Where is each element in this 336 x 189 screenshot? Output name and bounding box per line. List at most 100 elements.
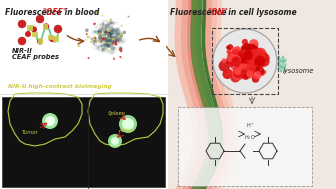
Circle shape [109, 26, 113, 29]
Circle shape [249, 53, 253, 57]
Circle shape [255, 66, 264, 75]
Circle shape [241, 69, 247, 75]
Text: H$_2$O: H$_2$O [244, 133, 256, 142]
Circle shape [105, 25, 107, 27]
Circle shape [120, 36, 122, 37]
Circle shape [87, 36, 90, 39]
Circle shape [95, 10, 99, 13]
Circle shape [107, 45, 109, 48]
Circle shape [90, 38, 93, 40]
Circle shape [111, 45, 115, 50]
FancyBboxPatch shape [43, 24, 48, 30]
Circle shape [102, 22, 104, 25]
Circle shape [95, 39, 97, 42]
Circle shape [123, 31, 126, 34]
Circle shape [249, 51, 257, 60]
Circle shape [241, 43, 253, 54]
Circle shape [114, 27, 119, 32]
Circle shape [78, 45, 80, 47]
Circle shape [112, 46, 115, 49]
Circle shape [104, 24, 106, 25]
Circle shape [114, 34, 118, 38]
Circle shape [232, 53, 243, 64]
Circle shape [109, 29, 110, 31]
Circle shape [103, 39, 104, 40]
Circle shape [110, 50, 114, 55]
Circle shape [246, 64, 256, 73]
Circle shape [97, 29, 101, 33]
Circle shape [252, 48, 264, 60]
Circle shape [116, 33, 119, 36]
Text: in blood: in blood [62, 8, 99, 17]
Circle shape [111, 28, 115, 33]
Circle shape [98, 36, 100, 39]
Circle shape [111, 36, 114, 39]
Circle shape [93, 40, 96, 43]
Circle shape [92, 37, 96, 42]
Circle shape [90, 40, 94, 44]
Circle shape [109, 21, 113, 24]
Circle shape [117, 48, 118, 49]
Circle shape [108, 33, 109, 35]
FancyBboxPatch shape [2, 97, 165, 187]
Circle shape [100, 36, 101, 38]
Circle shape [112, 29, 116, 33]
Circle shape [91, 37, 92, 39]
Circle shape [101, 31, 102, 33]
Circle shape [121, 33, 123, 35]
Circle shape [108, 37, 110, 39]
Circle shape [109, 31, 111, 33]
Circle shape [117, 33, 122, 37]
Circle shape [232, 49, 239, 57]
Circle shape [117, 33, 119, 35]
Circle shape [120, 32, 123, 36]
Circle shape [240, 54, 251, 65]
Circle shape [102, 38, 103, 39]
Circle shape [119, 32, 120, 34]
Circle shape [109, 38, 110, 40]
Circle shape [120, 40, 123, 42]
Circle shape [117, 28, 119, 29]
Circle shape [232, 68, 244, 80]
Circle shape [259, 71, 264, 76]
Circle shape [97, 47, 99, 49]
Circle shape [101, 44, 106, 49]
Circle shape [249, 50, 254, 55]
Circle shape [113, 43, 114, 44]
Circle shape [228, 62, 233, 67]
Circle shape [91, 29, 96, 34]
Circle shape [250, 55, 260, 65]
Circle shape [107, 43, 111, 47]
Circle shape [235, 46, 240, 51]
Text: in cell lysosome: in cell lysosome [223, 8, 297, 17]
Circle shape [240, 49, 248, 57]
Text: CEAF probes: CEAF probes [12, 54, 59, 60]
Circle shape [230, 72, 241, 82]
Circle shape [243, 56, 248, 62]
Text: NIR-II high-contrast bioimaging: NIR-II high-contrast bioimaging [8, 84, 112, 89]
Circle shape [242, 55, 250, 62]
Circle shape [101, 50, 105, 54]
Circle shape [104, 19, 108, 22]
Circle shape [227, 52, 236, 60]
Circle shape [262, 70, 266, 74]
Circle shape [106, 33, 109, 35]
Text: lysosome: lysosome [283, 68, 314, 74]
Circle shape [93, 39, 98, 43]
Circle shape [107, 49, 109, 51]
Circle shape [106, 44, 109, 46]
Circle shape [234, 57, 242, 65]
Circle shape [251, 64, 257, 69]
Circle shape [251, 63, 256, 68]
Circle shape [120, 35, 123, 37]
Circle shape [107, 39, 111, 44]
Circle shape [103, 40, 106, 42]
Circle shape [96, 47, 99, 50]
Circle shape [104, 32, 106, 34]
Circle shape [229, 56, 240, 66]
Circle shape [101, 37, 103, 39]
Circle shape [110, 35, 113, 38]
FancyBboxPatch shape [48, 35, 54, 40]
Circle shape [101, 31, 103, 33]
Circle shape [94, 37, 96, 39]
